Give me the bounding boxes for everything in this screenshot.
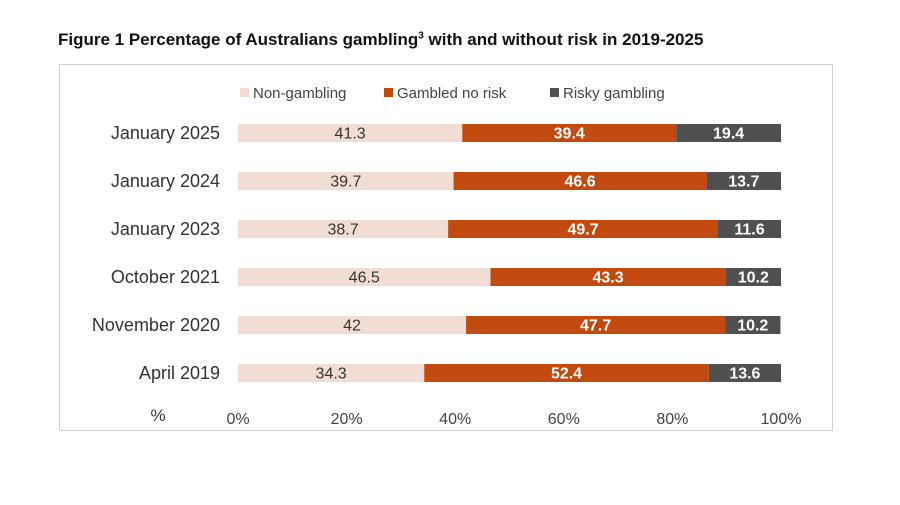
data-label: 19.4 xyxy=(713,126,744,143)
chart-title-suffix: with and without risk in 2019-2025 xyxy=(423,30,704,49)
bar-segment xyxy=(706,172,781,190)
bar-segment xyxy=(718,220,781,238)
x-tick-label: 100% xyxy=(761,411,802,428)
category-label: January 2025 xyxy=(111,123,220,143)
bar-segment xyxy=(708,364,781,382)
bar-segment xyxy=(448,220,719,238)
bar-segment xyxy=(453,172,707,190)
bar-segment xyxy=(238,172,454,190)
data-label: 34.3 xyxy=(316,366,347,383)
data-label: 39.7 xyxy=(330,174,361,191)
data-label: 46.5 xyxy=(349,270,380,287)
x-tick-label: 20% xyxy=(331,411,363,428)
category-label: January 2024 xyxy=(111,171,220,191)
bar-segment xyxy=(725,316,781,334)
data-label: 13.6 xyxy=(729,366,760,383)
legend-swatch xyxy=(384,88,393,97)
bar-segment xyxy=(725,268,781,286)
bar-segment xyxy=(466,316,726,334)
bar-segment xyxy=(676,124,781,142)
data-label: 43.3 xyxy=(592,270,623,287)
bar-segment xyxy=(238,268,491,286)
chart-title: Figure 1 Percentage of Australians gambl… xyxy=(58,30,703,50)
bar-segment xyxy=(462,124,677,142)
bar-segment xyxy=(490,268,726,286)
category-label: January 2023 xyxy=(111,219,220,239)
category-label: November 2020 xyxy=(92,315,220,335)
bar-segment xyxy=(238,220,449,238)
legend-swatch xyxy=(550,88,559,97)
data-label: 39.4 xyxy=(554,126,585,143)
x-tick-label: 0% xyxy=(226,411,249,428)
data-label: 41.3 xyxy=(335,126,366,143)
bar-segment xyxy=(424,364,709,382)
data-label: 52.4 xyxy=(551,366,582,383)
bar-segment xyxy=(238,124,463,142)
chart-title-text: Figure 1 Percentage of Australians gambl… xyxy=(58,30,419,49)
x-axis-label: % xyxy=(150,406,165,425)
data-label: 10.2 xyxy=(737,318,768,335)
data-label: 42 xyxy=(343,318,361,335)
category-label: April 2019 xyxy=(139,363,220,383)
chart-area xyxy=(59,64,833,431)
legend-label: Risky gambling xyxy=(563,85,665,102)
legend-label: Non-gambling xyxy=(253,85,346,102)
data-label: 11.6 xyxy=(734,222,764,239)
bar-segment xyxy=(238,316,467,334)
x-tick-label: 40% xyxy=(439,411,471,428)
data-label: 46.6 xyxy=(565,174,596,191)
data-label: 13.7 xyxy=(728,174,759,191)
bar-segment xyxy=(238,364,425,382)
legend-label: Gambled no risk xyxy=(397,85,507,102)
chart-title-superscript: 3 xyxy=(418,30,424,42)
data-label: 38.7 xyxy=(328,222,359,239)
data-label: 49.7 xyxy=(568,222,599,239)
x-tick-label: 80% xyxy=(656,411,688,428)
legend-swatch xyxy=(240,88,249,97)
data-label: 10.2 xyxy=(738,270,769,287)
category-label: October 2021 xyxy=(111,267,220,287)
data-label: 47.7 xyxy=(580,318,611,335)
x-tick-label: 60% xyxy=(548,411,580,428)
